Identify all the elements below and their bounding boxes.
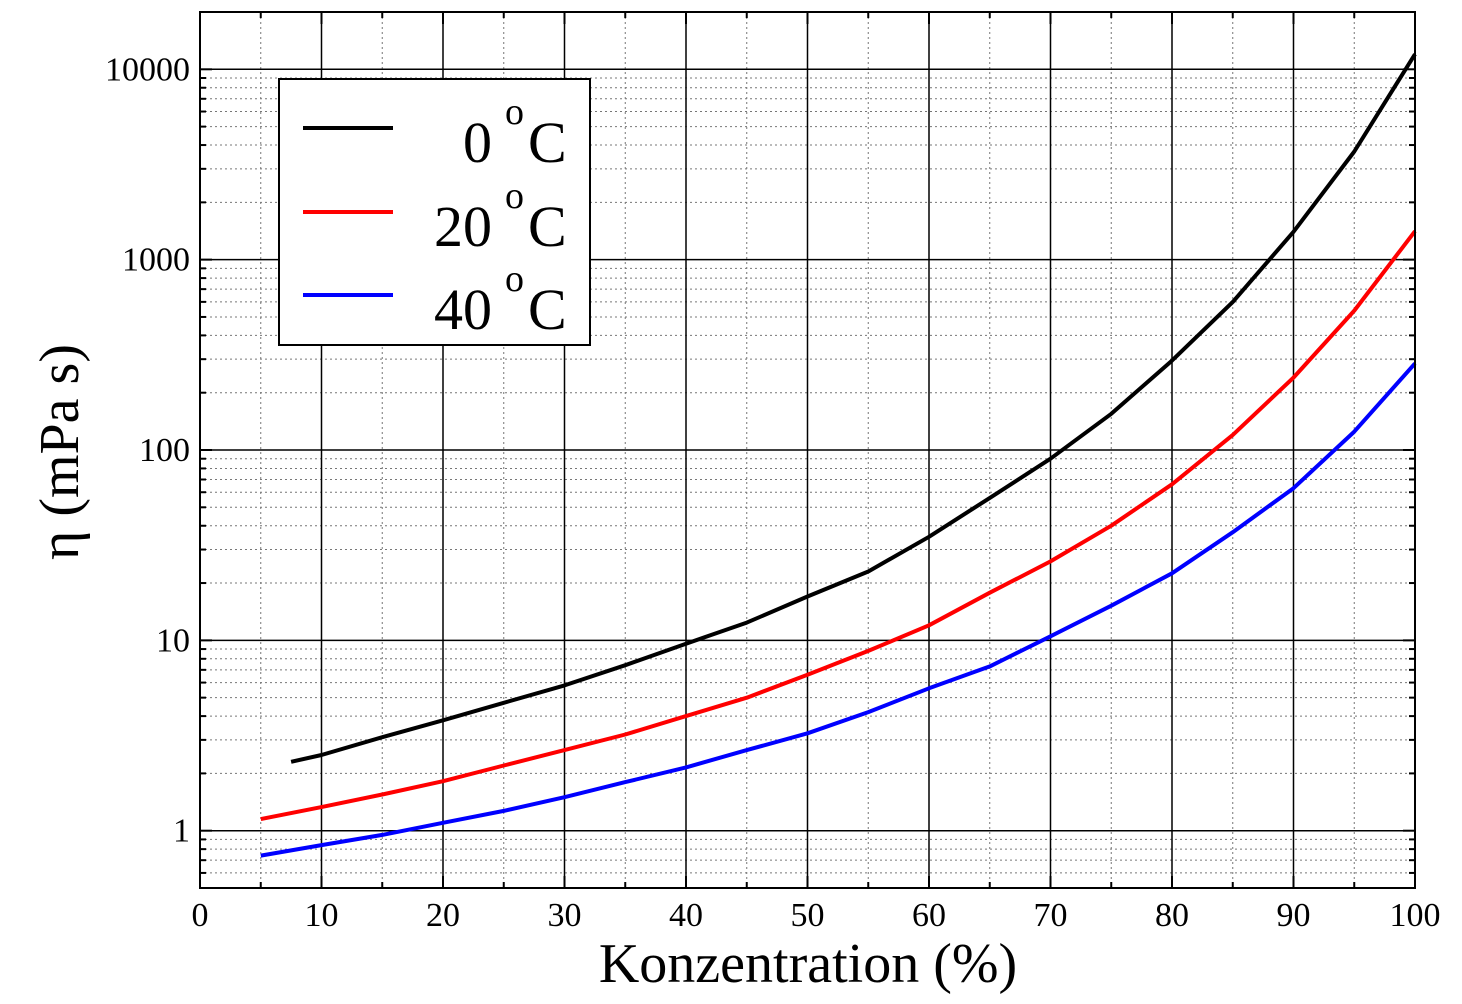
series-lines [260, 53, 1417, 858]
x-tick-label: 20 [426, 897, 460, 934]
axis-ticks [199, 11, 1416, 889]
legend-label-40c: 40 [434, 277, 492, 342]
legend-unit: C [528, 110, 567, 175]
x-tick-label: 40 [669, 897, 703, 934]
x-tick-label: 50 [791, 897, 825, 934]
x-tick-label: 10 [305, 897, 339, 934]
x-tick-label: 30 [548, 897, 582, 934]
x-tick-label: 0 [192, 897, 209, 934]
series-line-0c [290, 53, 1417, 764]
major-grid [200, 12, 1415, 888]
legend: 0 o C20 o C40 o C [278, 78, 591, 346]
x-tick-label: 60 [912, 897, 946, 934]
y-tick-labels: 1 10 100 1000 10000 [105, 51, 190, 849]
x-tick-label: 70 [1034, 897, 1068, 934]
x-tick-labels: 0 10 20 30 40 50 60 70 80 90 100 [192, 897, 1441, 934]
y-tick-label: 1000 [122, 242, 190, 279]
minor-grid [200, 11, 1415, 889]
legend-unit: C [528, 194, 567, 259]
legend-degree-sup: o [505, 175, 524, 217]
y-tick-label: 10000 [105, 51, 190, 88]
series-line-20c [260, 229, 1417, 822]
y-tick-label: 100 [139, 432, 190, 469]
x-axis-title: Konzentration (%) [599, 933, 1017, 995]
series-line-40c [260, 362, 1417, 858]
legend-label-0c: 0 [463, 110, 492, 175]
y-tick-label: 1 [173, 813, 190, 850]
legend-degree-sup: o [505, 258, 524, 300]
x-tick-label: 90 [1277, 897, 1311, 934]
x-tick-label: 80 [1155, 897, 1189, 934]
legend-label-20c: 20 [434, 194, 492, 259]
y-tick-label: 10 [156, 622, 190, 659]
legend-unit: C [528, 277, 567, 342]
legend-degree-sup: o [505, 91, 524, 133]
x-tick-label: 100 [1390, 897, 1441, 934]
y-axis-title: η (mPa s) [29, 344, 91, 560]
